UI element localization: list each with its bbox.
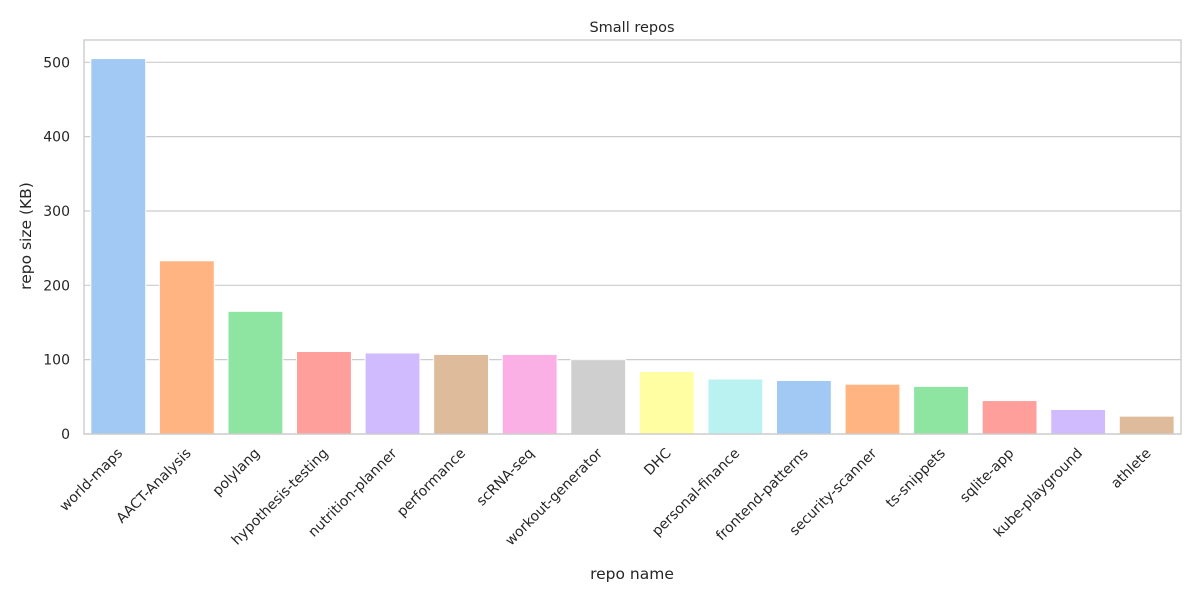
x-tick-label: ts-snippets [883, 446, 949, 512]
bar-nutrition-planner [364, 352, 421, 435]
bar-hypothesis-testing [296, 350, 352, 435]
y-tick-label: 300 [43, 204, 70, 220]
x-axis-label: repo name [590, 565, 674, 583]
x-tick-label: athlete [1108, 446, 1154, 492]
bar-world-maps [90, 58, 147, 435]
bar-DHC [638, 371, 695, 435]
y-axis-label: repo size (KB) [17, 182, 35, 290]
bar-athlete [1118, 415, 1175, 435]
bar-polylang [227, 310, 284, 435]
bar-sqlite-app [981, 400, 1038, 435]
bar-workout-generator [570, 359, 627, 435]
y-tick-label: 500 [43, 55, 70, 71]
bar-personal-finance [707, 378, 764, 435]
x-tick-label: AACT-Analysis [114, 446, 195, 527]
y-tick-labels: 0 100 200 300 400 500 [43, 55, 70, 443]
x-tick-label: performance [394, 446, 469, 521]
x-tick-label: world-maps [57, 446, 126, 515]
bar-frontend-patterns [775, 379, 832, 435]
y-tick-label: 400 [43, 130, 70, 146]
bar-ts-snippets [913, 385, 969, 435]
x-tick-label: sqlite-app [957, 445, 1018, 506]
chart-title: Small repos [589, 20, 674, 36]
y-tick-label: 100 [43, 353, 70, 369]
bar-kube-playground [1050, 408, 1107, 435]
x-tick-label: polylang [210, 446, 264, 500]
x-tick-label: DHC [641, 445, 674, 478]
bars [90, 58, 1175, 435]
x-tick-label: scRNA-seq [474, 446, 538, 510]
bar-AACT-Analysis [158, 260, 215, 435]
y-tick-label: 200 [43, 278, 70, 294]
plot-frame [83, 39, 1182, 435]
bar-security-scanner [844, 383, 901, 435]
bar-performance [433, 353, 490, 435]
bar-scRNA-seq [501, 353, 558, 435]
y-tick-label: 0 [61, 427, 70, 443]
